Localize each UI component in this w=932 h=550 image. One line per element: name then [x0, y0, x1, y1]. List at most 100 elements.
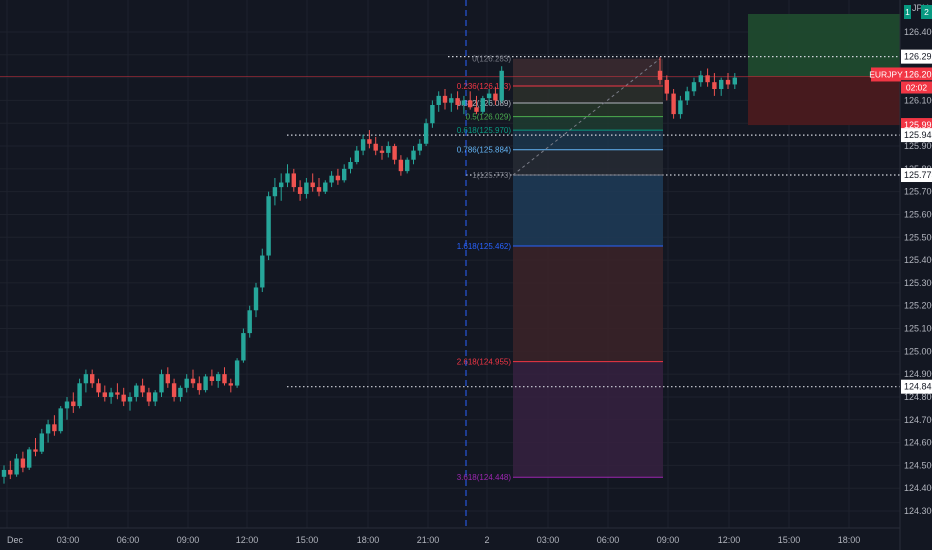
candle-body [209, 376, 215, 381]
position-stop-zone[interactable] [748, 76, 900, 126]
candle-body [360, 139, 366, 151]
fib-level-label: 0.786(125.884) [457, 146, 512, 155]
candle-body [430, 104, 435, 124]
candle-body [159, 374, 164, 393]
candle-body [405, 159, 410, 172]
price-tick-label: 124.600 [904, 438, 932, 448]
price-tick-label: 126.400 [904, 27, 932, 37]
candle-body [228, 383, 233, 386]
candle-body [33, 449, 38, 452]
candle-body [279, 182, 284, 188]
position-target-zone[interactable] [748, 14, 900, 77]
candle-body [178, 387, 183, 397]
candle-body [348, 162, 353, 169]
price-tick-label: 124.900 [904, 369, 932, 379]
symbol-tag-label[interactable]: EURJPY [869, 69, 903, 79]
candle-body [203, 376, 208, 391]
price-tick-label: 125.300 [904, 278, 932, 288]
price-tick-label: 124.700 [904, 415, 932, 425]
badge-1-bg[interactable] [904, 5, 911, 19]
fib-level-label: 3.618(124.448) [457, 473, 512, 482]
candle-body [725, 79, 731, 85]
candle-body [664, 79, 669, 94]
candle-body [108, 392, 114, 397]
badge-2-label[interactable]: 2 [924, 7, 929, 17]
time-axis[interactable]: Dec 03:00 06:00 09:00 12:00 15:00 18:00 21:00 2 0… [0, 527, 932, 550]
time-tick-label: Dec [7, 535, 24, 545]
time-tick-label: 06:00 [597, 535, 620, 545]
candle-body [373, 143, 378, 151]
time-tick-label: 03:00 [57, 535, 80, 545]
candle-body [115, 392, 120, 395]
price-tag-label: 125.992 [904, 120, 932, 130]
candle-body [241, 333, 246, 361]
fib-zone [513, 58, 663, 87]
candle-body [732, 77, 737, 85]
candle-body [197, 383, 202, 391]
candle-body [354, 150, 359, 163]
candle-body [468, 100, 473, 108]
candle-body [190, 378, 196, 384]
candle-body [184, 378, 189, 388]
candle-body [480, 98, 485, 112]
time-tick-label: 15:00 [296, 535, 319, 545]
candle-body [486, 93, 492, 99]
candle-body [285, 173, 290, 183]
price-tick-label: 125.200 [904, 301, 932, 311]
price-tags: 126.292126.205126.202125.992125.948125.7… [869, 49, 932, 394]
candle-body [1, 469, 7, 477]
candles [1, 57, 737, 484]
candle-body [153, 392, 158, 402]
fib-zone [513, 86, 663, 103]
candle-body [398, 159, 404, 172]
price-tag [901, 128, 932, 143]
badge-1-label[interactable]: 1 [905, 7, 910, 17]
fib-zones [513, 58, 663, 478]
candle-body [705, 75, 710, 83]
candle-body [102, 392, 107, 397]
candle-body [77, 383, 82, 407]
time-tick-label: 21:00 [417, 535, 440, 545]
price-tag-label: 124.845 [904, 382, 932, 392]
candle-body [260, 255, 265, 288]
fib-trend-line[interactable] [512, 58, 661, 176]
candle-body [83, 374, 89, 384]
candle-body [45, 424, 51, 434]
badge-2-bg[interactable] [921, 5, 932, 19]
symbol-tag[interactable] [871, 67, 901, 82]
price-tick-label: 125.900 [904, 141, 932, 151]
candle-body [272, 187, 278, 197]
price-tag-label: 126.205 [904, 69, 932, 79]
candle-body [165, 374, 170, 384]
candle-body [90, 374, 95, 384]
price-tick-label: 125.400 [904, 255, 932, 265]
time-axis-bg [0, 528, 932, 550]
price-tick-label: 125.000 [904, 346, 932, 356]
price-tag-label: 126.292 [904, 52, 932, 62]
long-position-tool[interactable] [748, 14, 900, 126]
candle-body [417, 143, 422, 151]
candle-body [461, 100, 467, 105]
candle-body [266, 196, 271, 256]
time-tick-label: 09:00 [657, 535, 680, 545]
candle-body [27, 449, 32, 468]
candle-body [234, 360, 240, 386]
time-tick-label: 15:00 [778, 535, 801, 545]
candle-body [291, 173, 296, 188]
price-tick-label: 125.100 [904, 324, 932, 334]
candle-body [297, 187, 303, 194]
candle-body [329, 175, 334, 183]
candle-body [392, 146, 397, 160]
candle-body [146, 392, 152, 402]
candle-body [127, 396, 133, 402]
candle-body [712, 82, 717, 90]
price-tick-label: 124.500 [904, 460, 932, 470]
fib-level-label: 2.618(124.955) [457, 358, 512, 367]
candle-body [253, 287, 259, 311]
countdown-label: 02:02 [906, 82, 928, 92]
price-tick-label: 125.700 [904, 187, 932, 197]
countdown-tag [901, 81, 932, 94]
candle-body [323, 182, 328, 192]
